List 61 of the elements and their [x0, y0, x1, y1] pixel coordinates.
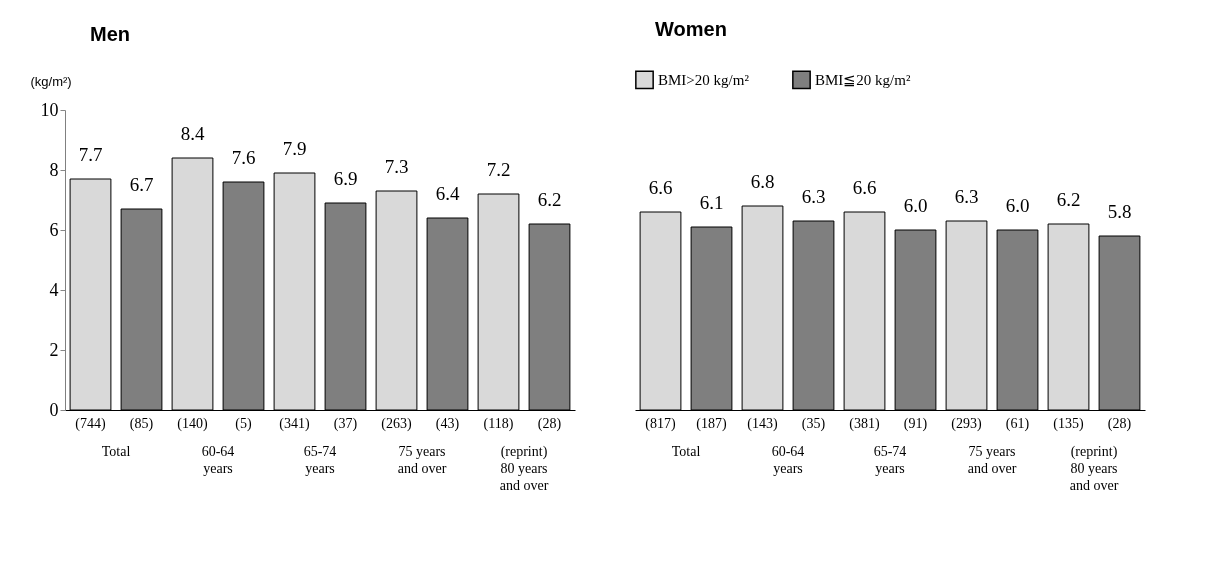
data-label: 6.2 [537, 189, 562, 210]
x-tick-label: (143) [747, 415, 778, 432]
data-label: 5.8 [1107, 201, 1132, 222]
x-tick-label: (187) [696, 415, 727, 432]
y-tick-label: 2 [49, 339, 59, 360]
data-label: 6.0 [1005, 195, 1030, 216]
text: 60-64 years [201, 444, 235, 476]
text: 65-74 years [303, 444, 337, 476]
data-label: 6.4 [435, 183, 460, 204]
x-tick-label: (91) [903, 415, 928, 432]
x-tick-label: (61) [1005, 415, 1030, 432]
x-tick-label: (744) [75, 415, 106, 432]
data-label: 6.3 [954, 186, 979, 207]
data-label: 6.2 [1056, 189, 1081, 210]
text: 75 years and over [967, 444, 1017, 476]
chart-title: Men [90, 23, 130, 45]
data-label: 6.6 [648, 177, 673, 198]
legend-label: BMI>20 kg/m² [658, 71, 750, 88]
data-label: 6.8 [750, 171, 775, 192]
text: 60-64 years [771, 444, 805, 476]
x-tick-label: (5) [235, 415, 252, 432]
text: (reprint) 80 years and over [1069, 444, 1119, 493]
x-tick-label: (341) [279, 415, 310, 432]
text: 75 years and over [397, 444, 447, 476]
text: 65-74 years [873, 444, 907, 476]
text: Total [671, 444, 701, 459]
legend-label: BMI≦20 kg/m² [815, 71, 911, 88]
x-tick-label: (85) [129, 415, 154, 432]
data-label: 6.1 [699, 192, 724, 213]
data-label: 6.9 [333, 168, 358, 189]
y-axis-title: (kg/m²) [30, 73, 72, 89]
data-label: 7.7 [78, 144, 103, 165]
x-tick-label: (37) [333, 415, 358, 432]
data-label: 8.4 [180, 123, 205, 144]
x-tick-label: (381) [849, 415, 880, 432]
data-label: 7.2 [486, 159, 511, 180]
text: Total [101, 444, 131, 459]
x-tick-label: (817) [645, 415, 676, 432]
x-tick-label: (293) [951, 415, 982, 432]
x-tick-label: (135) [1053, 415, 1084, 432]
y-tick-label: 4 [49, 279, 59, 300]
x-tick-label: (28) [537, 415, 562, 432]
data-label: 6.6 [852, 177, 877, 198]
y-tick-label: 8 [49, 159, 59, 180]
x-tick-label: (263) [381, 415, 412, 432]
chart-title: Women [655, 18, 727, 40]
y-tick-label: 6 [49, 219, 59, 240]
y-tick-label: 10 [40, 99, 59, 120]
x-tick-label: (140) [177, 415, 208, 432]
data-label: 7.9 [282, 138, 307, 159]
y-tick-label: 0 [49, 399, 59, 420]
x-tick-label: (118) [483, 415, 514, 432]
data-label: 7.3 [384, 156, 409, 177]
data-label: 6.0 [903, 195, 928, 216]
text: (reprint) 80 years and over [499, 444, 549, 493]
data-label: 6.3 [801, 186, 826, 207]
data-label: 7.6 [231, 147, 256, 168]
x-tick-label: (28) [1107, 415, 1132, 432]
x-tick-label: (35) [801, 415, 826, 432]
x-tick-label: (43) [435, 415, 460, 432]
data-label: 6.7 [129, 174, 154, 195]
